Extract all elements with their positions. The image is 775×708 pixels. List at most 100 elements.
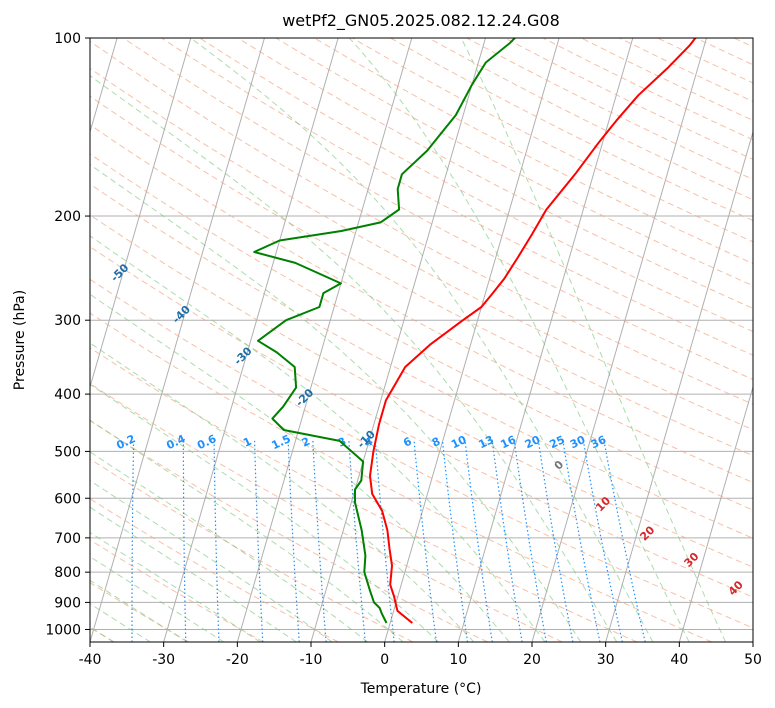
y-tick-label: 600 xyxy=(54,491,81,507)
dry-adiabat xyxy=(695,38,753,66)
moist-adiabat xyxy=(90,235,546,642)
plot-frame xyxy=(89,37,754,643)
dry-adiabat xyxy=(90,246,753,598)
isotherm-line xyxy=(384,38,560,642)
dry-adiabat xyxy=(161,38,753,356)
x-tick-label: -40 xyxy=(79,652,102,668)
x-tick-label: -10 xyxy=(300,652,323,668)
isotherm-line xyxy=(678,385,753,642)
dewpoint-profile xyxy=(253,38,516,624)
moist-adiabat xyxy=(190,38,654,642)
mixing-ratio-line xyxy=(537,440,574,642)
x-tick-label: -30 xyxy=(152,652,175,668)
moist-adiabat xyxy=(90,531,261,642)
x-tick-label: -20 xyxy=(226,652,249,668)
dry-adiabat xyxy=(123,38,753,380)
mixing-ratio-line xyxy=(131,440,135,642)
y-tick-label: 500 xyxy=(54,444,81,460)
mixing-ratio-label: 2 xyxy=(300,435,312,450)
dry-adiabat xyxy=(90,420,488,642)
moist-adiabat xyxy=(349,38,690,642)
dry-adiabat xyxy=(466,38,753,180)
mixing-ratio-line xyxy=(413,440,437,642)
dry-adiabat-label: -70 xyxy=(0,178,8,201)
moist-adiabat xyxy=(90,163,582,642)
mixing-ratio-line xyxy=(374,440,395,642)
dry-adiabat xyxy=(352,38,753,243)
mixing-ratio-label: 25 xyxy=(548,433,567,451)
x-axis-title: Temperature (°C) xyxy=(360,681,482,697)
mixing-ratio-label: 10 xyxy=(449,433,469,451)
mixing-ratio-label: 30 xyxy=(568,433,588,451)
mixing-ratio-line xyxy=(348,440,366,642)
moist-adiabat-label: 30 xyxy=(682,550,702,570)
y-tick-label: 400 xyxy=(54,387,81,403)
dry-adiabat xyxy=(275,38,753,287)
dry-adiabat xyxy=(90,40,753,405)
moist-adiabat xyxy=(90,451,368,642)
background-line-labels: 0.10.20.40.611.52346810131620253036-100-… xyxy=(0,178,746,598)
mixing-ratio-line xyxy=(513,440,547,642)
y-axis: 100 200 300 400 500 600 700 800 900 1000 xyxy=(45,31,90,638)
moist-adiabat xyxy=(90,479,333,642)
y-tick-label: 1000 xyxy=(45,622,81,638)
sounding-profiles xyxy=(253,38,697,624)
mixing-ratio-line xyxy=(603,440,646,642)
mixing-ratio-line xyxy=(464,440,493,642)
dry-adiabat-label: -40 xyxy=(170,303,193,326)
chart-title: wetPf2_GN05.2025.082.12.24.G08 xyxy=(282,11,560,31)
moist-adiabat xyxy=(90,342,475,642)
dry-adiabat xyxy=(90,214,753,568)
mixing-ratio-label: 16 xyxy=(499,433,519,451)
dry-adiabat xyxy=(90,95,753,457)
y-tick-label: 200 xyxy=(54,209,81,225)
mixing-ratio-line xyxy=(82,441,87,642)
mixing-ratio-line xyxy=(441,440,469,642)
mixing-ratio-line xyxy=(254,440,264,642)
isotherm-line xyxy=(531,38,707,642)
dry-adiabat xyxy=(90,124,753,484)
temperature-profile xyxy=(369,38,697,624)
dry-adiabat xyxy=(619,38,753,103)
moist-adiabat xyxy=(460,38,727,642)
dry-adiabat xyxy=(90,458,414,642)
mixing-ratio-line xyxy=(312,440,327,642)
dry-adiabat xyxy=(90,347,638,642)
dry-adiabat xyxy=(90,278,753,629)
x-tick-label: 0 xyxy=(380,652,389,668)
dry-adiabat xyxy=(657,38,753,84)
mixing-ratio-label: 0.6 xyxy=(195,432,218,452)
mixing-ratio-line xyxy=(182,440,187,642)
mixing-ratio-label: 1 xyxy=(241,435,253,450)
y-tick-label: 300 xyxy=(54,313,81,329)
dry-adiabat xyxy=(428,38,753,201)
x-tick-label: 10 xyxy=(449,652,467,668)
dry-adiabat xyxy=(90,183,753,539)
x-tick-label: 40 xyxy=(670,652,688,668)
moist-adiabat-label: 40 xyxy=(726,578,746,598)
moist-adiabat xyxy=(90,383,439,642)
mixing-ratio-line xyxy=(213,440,220,642)
mixing-ratio-line xyxy=(287,440,300,642)
dry-adiabat xyxy=(542,38,753,141)
isotherm-line xyxy=(90,38,265,642)
y-tick-label: 900 xyxy=(54,595,81,611)
isotherm-line xyxy=(90,38,192,389)
dry-adiabat xyxy=(199,38,753,333)
moist-adiabat xyxy=(90,293,510,642)
dry-adiabat xyxy=(90,312,712,642)
mixing-ratio-label: 13 xyxy=(476,433,495,451)
y-tick-label: 100 xyxy=(54,31,81,47)
moist-adiabat xyxy=(90,419,404,642)
x-tick-label: 30 xyxy=(597,652,615,668)
dry-adiabat xyxy=(90,153,753,511)
moist-adiabat-label: 20 xyxy=(637,523,657,543)
x-tick-label: 20 xyxy=(523,652,541,668)
dry-adiabat xyxy=(733,38,753,48)
dry-adiabat xyxy=(90,539,264,642)
isotherm-line xyxy=(236,38,413,642)
mixing-ratio-line xyxy=(582,440,623,642)
y-tick-label: 800 xyxy=(54,565,81,581)
moist-adiabat-label: 0 xyxy=(552,458,567,473)
